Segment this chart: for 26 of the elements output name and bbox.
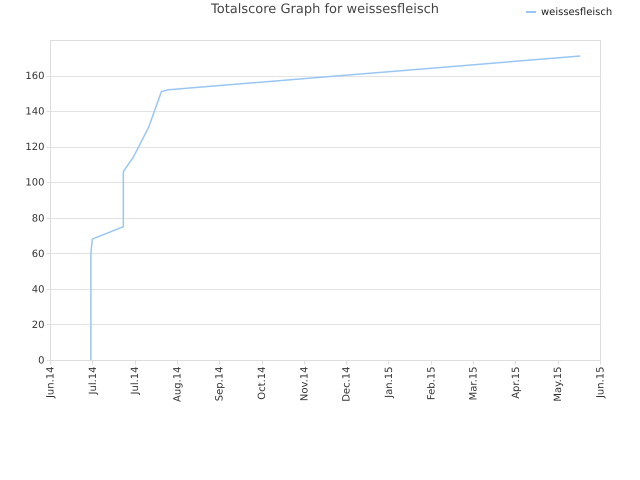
x-tick-label: Feb.15 [426, 366, 438, 400]
x-tick-label: Jul.14 [88, 366, 99, 396]
x-tick-label: Sep.14 [214, 366, 226, 402]
x-tick-label: Jun.14 [46, 366, 56, 400]
y-tick-label: 40 [32, 284, 44, 296]
x-tick-label: May.15 [553, 366, 564, 402]
x-tick-label: Apr.15 [510, 366, 522, 399]
x-tick-label: Aug.14 [172, 366, 184, 402]
y-tick-label: 120 [25, 142, 44, 154]
y-tick-label: 0 [38, 356, 44, 366]
chart-title: Totalscore Graph for weissesfleisch [210, 2, 439, 17]
x-tick-label: Dec.14 [342, 366, 353, 402]
legend-label: weissesfleisch [541, 7, 612, 18]
x-tick-label: Oct.14 [257, 366, 268, 400]
y-tick-label: 100 [25, 178, 44, 189]
y-tick-label: 60 [32, 248, 44, 260]
x-tick-label: Mar.15 [468, 366, 480, 400]
x-tick-label: Jun.15 [596, 366, 606, 400]
x-tick-label: Jul.14 [130, 366, 142, 396]
y-tick-label: 160 [25, 71, 44, 82]
y-tick-label: 140 [25, 106, 44, 118]
x-tick-label: Jan.15 [384, 366, 395, 399]
line-series [90, 55, 582, 361]
y-tick-label: 80 [32, 213, 44, 224]
x-tick-label: Nov.14 [299, 366, 310, 402]
y-tick-label: 20 [32, 320, 44, 331]
